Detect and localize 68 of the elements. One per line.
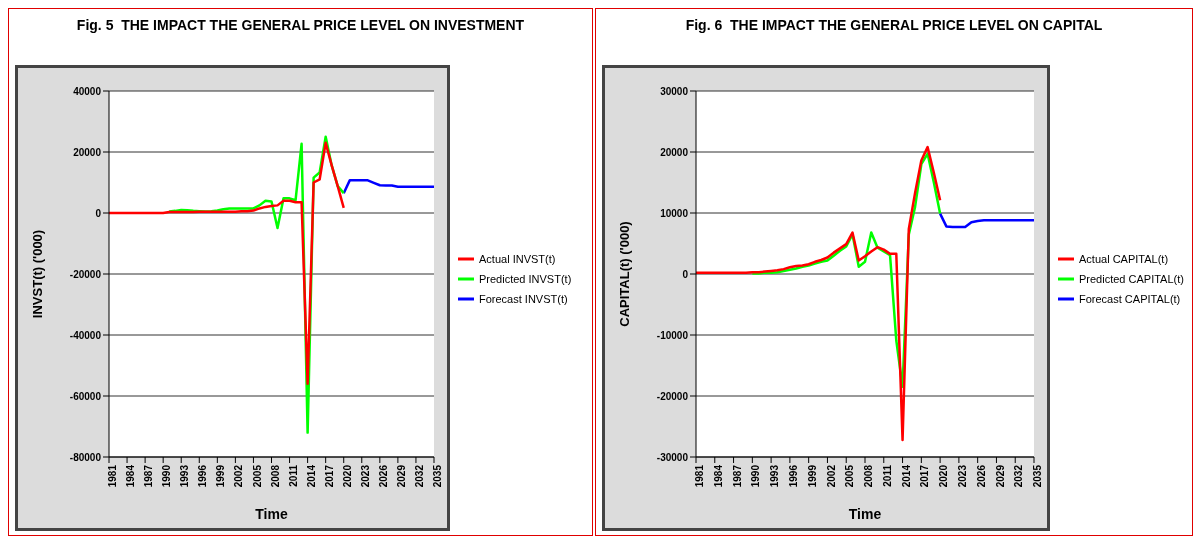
- legend-label: Actual INVST(t): [479, 252, 556, 267]
- legend-label: Forecast INVST(t): [479, 292, 568, 307]
- y-tick-label: -80000: [69, 451, 102, 463]
- x-tick-label: 1996: [787, 464, 799, 488]
- y-tick-label: -40000: [69, 329, 102, 341]
- x-tick-label: 2026: [377, 464, 389, 488]
- x-tick-label: 2035: [1032, 464, 1044, 488]
- x-tick-label: 1990: [161, 464, 173, 488]
- x-tick-label: 2008: [863, 464, 875, 488]
- x-tick-label: 2011: [881, 464, 893, 487]
- y-tick-label: -10000: [656, 329, 689, 341]
- x-tick-label: 1987: [143, 464, 155, 488]
- y-axis-title: INVST(t) ('000): [29, 229, 45, 319]
- line-series: [696, 145, 942, 442]
- x-tick-label: 2014: [900, 464, 912, 488]
- x-tick-label: 2005: [844, 464, 856, 488]
- x-tick-label: 2023: [359, 464, 371, 488]
- y-tick-label: 10000: [660, 207, 689, 219]
- x-tick-label: 1993: [179, 464, 191, 488]
- legend-label: Actual CAPITAL(t): [1079, 252, 1169, 267]
- x-tick-label: 2035: [432, 464, 444, 488]
- x-tick-label: 2005: [251, 464, 263, 488]
- x-tick-label: 1999: [806, 464, 818, 488]
- x-tick-label: 2023: [956, 464, 968, 488]
- x-tick-label: 2032: [1013, 464, 1025, 488]
- line-series: [109, 141, 345, 386]
- x-tick-label: 1990: [750, 464, 762, 488]
- y-tick-label: 40000: [73, 85, 102, 97]
- y-tick-label: 0: [682, 268, 689, 280]
- x-tick-label: 1981: [107, 464, 119, 488]
- x-tick-label: 1987: [731, 464, 743, 488]
- x-tick-label: 2017: [323, 464, 335, 488]
- legend-label: Predicted INVST(t): [479, 272, 572, 287]
- line-series: [938, 212, 1034, 229]
- x-axis-title: Time: [255, 506, 288, 522]
- x-tick-label: 2002: [233, 464, 245, 488]
- chart-title: Fig. 6 THE IMPACT THE GENERAL PRICE LEVEL ON CAPITAL: [684, 17, 1104, 33]
- x-tick-label: 2032: [414, 464, 426, 488]
- x-tick-label: 1981: [694, 464, 706, 488]
- x-tick-label: 2014: [305, 464, 317, 488]
- x-tick-label: 2017: [919, 464, 931, 488]
- legend-label: Predicted CAPITAL(t): [1079, 272, 1184, 287]
- y-tick-label: -60000: [69, 390, 102, 402]
- y-tick-label: -30000: [656, 451, 689, 463]
- x-tick-label: 2020: [938, 464, 950, 488]
- x-tick-label: 2029: [395, 464, 407, 488]
- y-tick-label: 30000: [660, 85, 689, 97]
- x-tick-label: 1984: [712, 464, 724, 488]
- x-tick-label: 2002: [825, 464, 837, 488]
- y-tick-label: -20000: [69, 268, 102, 280]
- y-tick-label: -20000: [656, 390, 689, 402]
- x-tick-label: 1996: [197, 464, 209, 488]
- x-tick-label: 2008: [269, 464, 281, 488]
- x-tick-label: 2020: [341, 464, 353, 488]
- y-axis-title: CAPITAL(t) ('000): [616, 221, 632, 327]
- x-tick-label: 2026: [975, 464, 987, 488]
- y-tick-label: 20000: [660, 146, 689, 158]
- x-tick-label: 1993: [769, 464, 781, 488]
- legend-label: Forecast CAPITAL(t): [1079, 292, 1181, 307]
- x-tick-label: 1984: [125, 464, 137, 488]
- x-axis-title: Time: [848, 506, 882, 522]
- line-series: [342, 179, 434, 195]
- x-tick-label: 2011: [287, 464, 299, 487]
- chart-title: Fig. 5 THE IMPACT THE GENERAL PRICE LEVEL ON INVESTMENT: [75, 17, 526, 33]
- y-tick-label: 0: [95, 207, 102, 219]
- y-tick-label: 20000: [73, 146, 102, 158]
- x-tick-label: 1999: [215, 464, 227, 488]
- x-tick-label: 2029: [994, 464, 1006, 488]
